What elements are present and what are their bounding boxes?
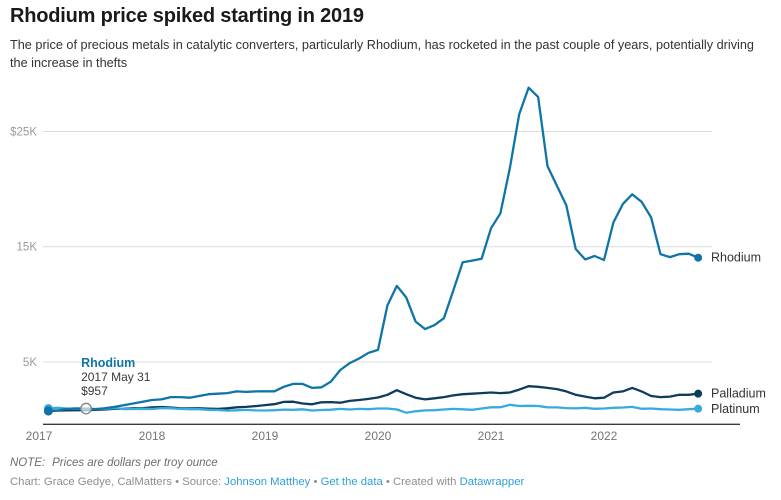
credit-separator: • Created with [382,476,460,488]
x-tick-label: 2021 [478,429,505,443]
annotation-date: 2017 May 31 [81,370,151,384]
x-tick-label: 2019 [252,429,279,443]
series-label-palladium: Palladium [711,387,766,401]
series-label-rhodium: Rhodium [711,251,761,265]
annotation-title: Rhodium [81,356,135,370]
credit-separator: • Source: [171,476,225,488]
series-line-platinum [47,403,700,414]
annotation-value: $957 [81,384,108,398]
series-line-rhodium [47,86,700,412]
y-tick-label: 5K [23,357,37,369]
annotation-marker-circle [80,402,92,415]
series-line-palladium [47,385,700,413]
note-text: Prices are dollars per troy ounce [52,457,218,469]
series-label-platinum: Platinum [711,402,760,416]
series-end-dot-palladium [694,389,703,398]
x-tick-label: 2022 [591,429,618,443]
page-title: Rhodium price spiked starting in 2019 [10,5,364,27]
credit-chart-by: Chart: Grace Gedye, CalMatters [10,476,172,488]
credit-line: Chart: Grace Gedye, CalMatters • Source:… [10,476,524,488]
chart-note: NOTE: Prices are dollars per troy ounce [10,457,218,469]
x-tick-label: 2018 [139,429,166,443]
x-tick-label: 2017 [26,429,53,443]
datawrapper-link[interactable]: Datawrapper [459,476,525,488]
note-prefix: NOTE: [10,457,46,469]
x-tick-label: 2020 [365,429,392,443]
y-tick-label: $25K [10,127,37,139]
series-end-dot-platinum [694,404,703,413]
get-data-link[interactable]: Get the data [320,476,383,488]
y-tick-label: 15K [17,242,38,254]
series-end-dot-rhodium [694,253,703,262]
credit-separator: • [310,476,321,488]
series-start-dot-rhodium [44,406,53,416]
source-link[interactable]: Johnson Matthey [224,476,311,488]
chart-subtitle: The price of precious metals in catalyti… [10,38,754,71]
